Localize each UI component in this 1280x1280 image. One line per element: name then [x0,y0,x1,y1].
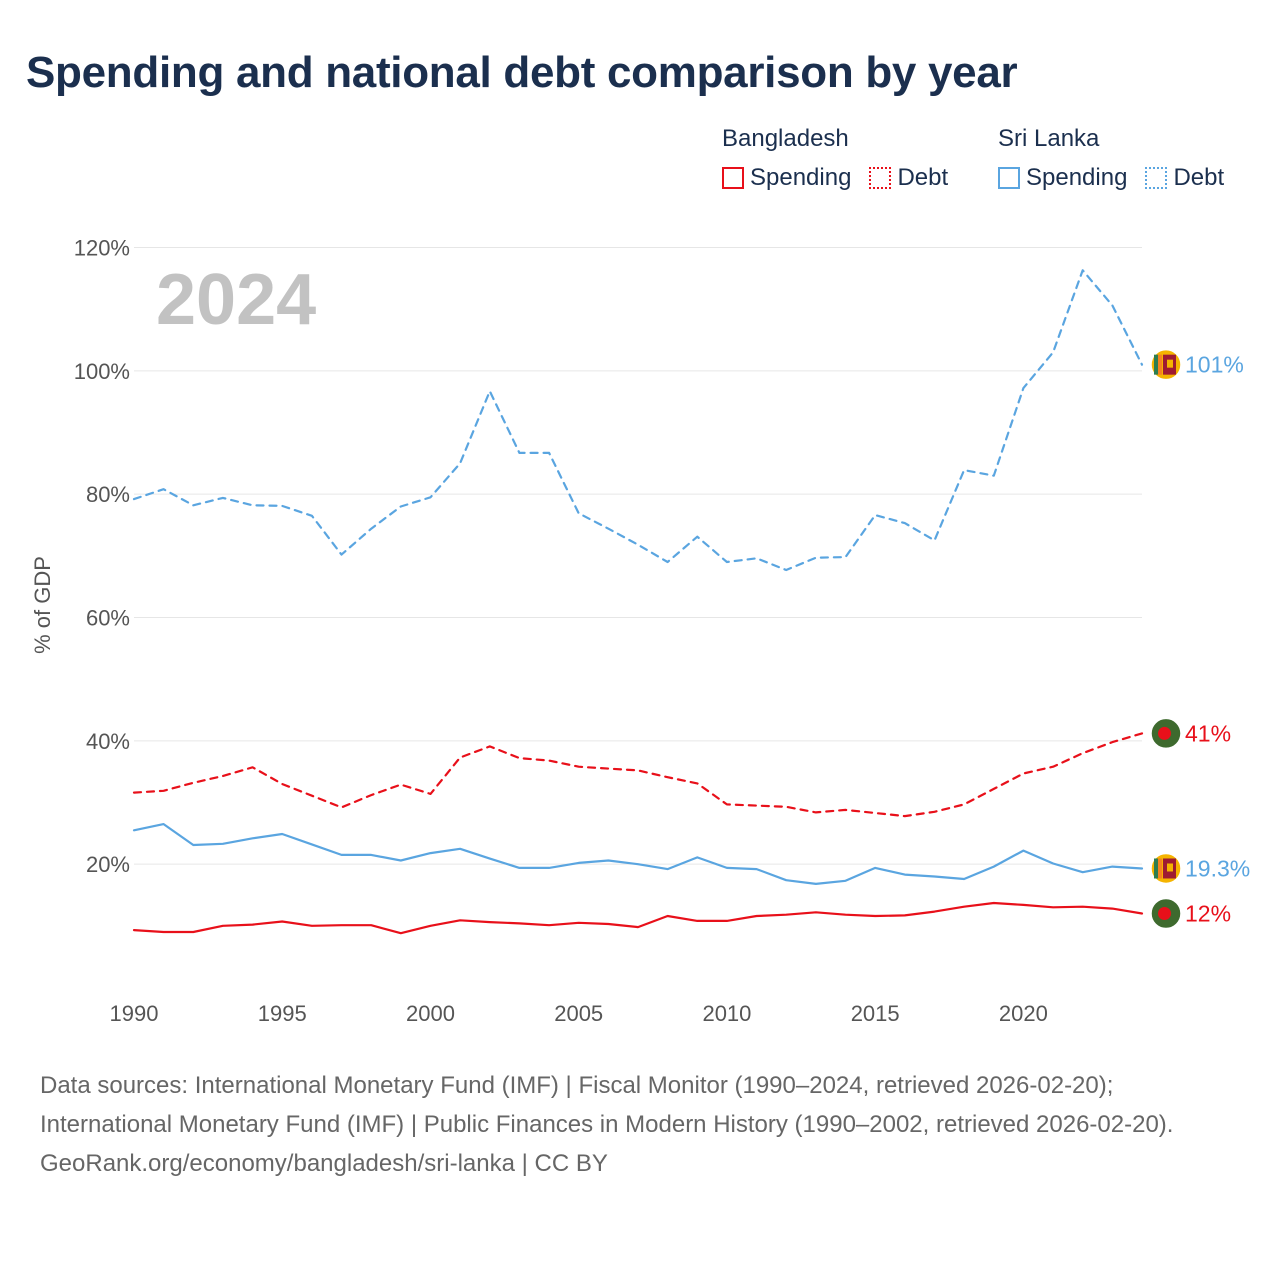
legend-label-sri-lanka-debt: Debt [1173,164,1225,191]
gridlines [134,247,1142,865]
end-label-sri-lanka-debt: 101% [1185,352,1244,378]
series-lines [132,269,1144,935]
series-line-bangladesh-spending [132,901,1144,935]
y-tick-label: 100% [74,359,130,384]
x-tick-label: 2000 [406,1001,455,1026]
data-sources: Data sources: International Monetary Fun… [40,1072,1174,1138]
y-tick-label: 80% [86,482,130,507]
x-tick-label: 2015 [851,1001,900,1026]
y-tick-label: 120% [74,236,130,261]
x-tick-label: 1990 [110,1001,159,1026]
legend-bangladesh: Bangladesh Spending Debt [722,122,948,192]
bangladesh-flag-icon [1150,717,1182,750]
legend-swatch-sri-lanka-debt [1145,167,1168,189]
sri-lanka-flag-icon [1150,348,1182,381]
legend-item-bangladesh-debt[interactable]: Debt [869,164,948,192]
x-tick-label: 1995 [258,1001,307,1026]
x-tick-label: 2010 [702,1001,751,1026]
legend-label-sri-lanka-spending: Spending [1026,164,1128,191]
x-tick-label: 2020 [999,1001,1048,1026]
series-line-bangladesh-debt [132,732,1144,818]
legend-sri-lanka: Sri Lanka Spending Debt [998,122,1224,192]
legend-swatch-bangladesh-spending [722,167,744,189]
legend-title-sri-lanka: Sri Lanka [998,125,1100,152]
y-axis-ticks: 20% 40% 60% 80% 100% 120% [74,236,130,878]
legend-item-sri-lanka-spending[interactable]: Spending [998,164,1127,192]
end-label-sri-lanka-spending: 19.3% [1185,855,1250,881]
legend-item-sri-lanka-debt[interactable]: Debt [1145,164,1224,192]
legend-label-bangladesh-spending: Spending [750,164,852,191]
y-tick-label: 40% [86,729,130,754]
x-tick-label: 2005 [554,1001,603,1026]
y-tick-label: 20% [86,852,130,877]
series-line-sri-lanka-spending [132,822,1144,886]
legend-swatch-bangladesh-debt [869,167,892,189]
y-tick-label: 60% [86,606,130,631]
line-chart: 20% 40% 60% 80% 100% 120% 1990 1995 2000 2005 201… [30,236,1250,1027]
end-label-bangladesh-debt: 41% [1185,720,1231,746]
series-endpoints: 101% 41% 19.3% 12% [1150,348,1250,930]
legend-title-bangladesh: Bangladesh [722,125,849,152]
chart-title: Spending and national debt comparison by… [26,48,1018,97]
sri-lanka-flag-icon [1150,852,1182,885]
bangladesh-flag-icon [1150,897,1182,930]
credit-link[interactable]: GeoRank.org/economy/bangladesh/sri-lanka… [40,1150,608,1177]
footer: Data sources: International Monetary Fun… [40,1066,1240,1183]
legend-swatch-sri-lanka-spending [998,167,1020,189]
y-axis-title: % of GDP [30,556,55,654]
x-axis-ticks: 1990 1995 2000 2005 2010 2015 2020 [110,1001,1048,1026]
legend-label-bangladesh-debt: Debt [897,164,949,191]
end-label-bangladesh-spending: 12% [1185,901,1231,927]
legend-item-bangladesh-spending[interactable]: Spending [722,164,851,192]
year-label: 2024 [156,260,316,340]
series-line-sri-lanka-debt [132,269,1144,572]
